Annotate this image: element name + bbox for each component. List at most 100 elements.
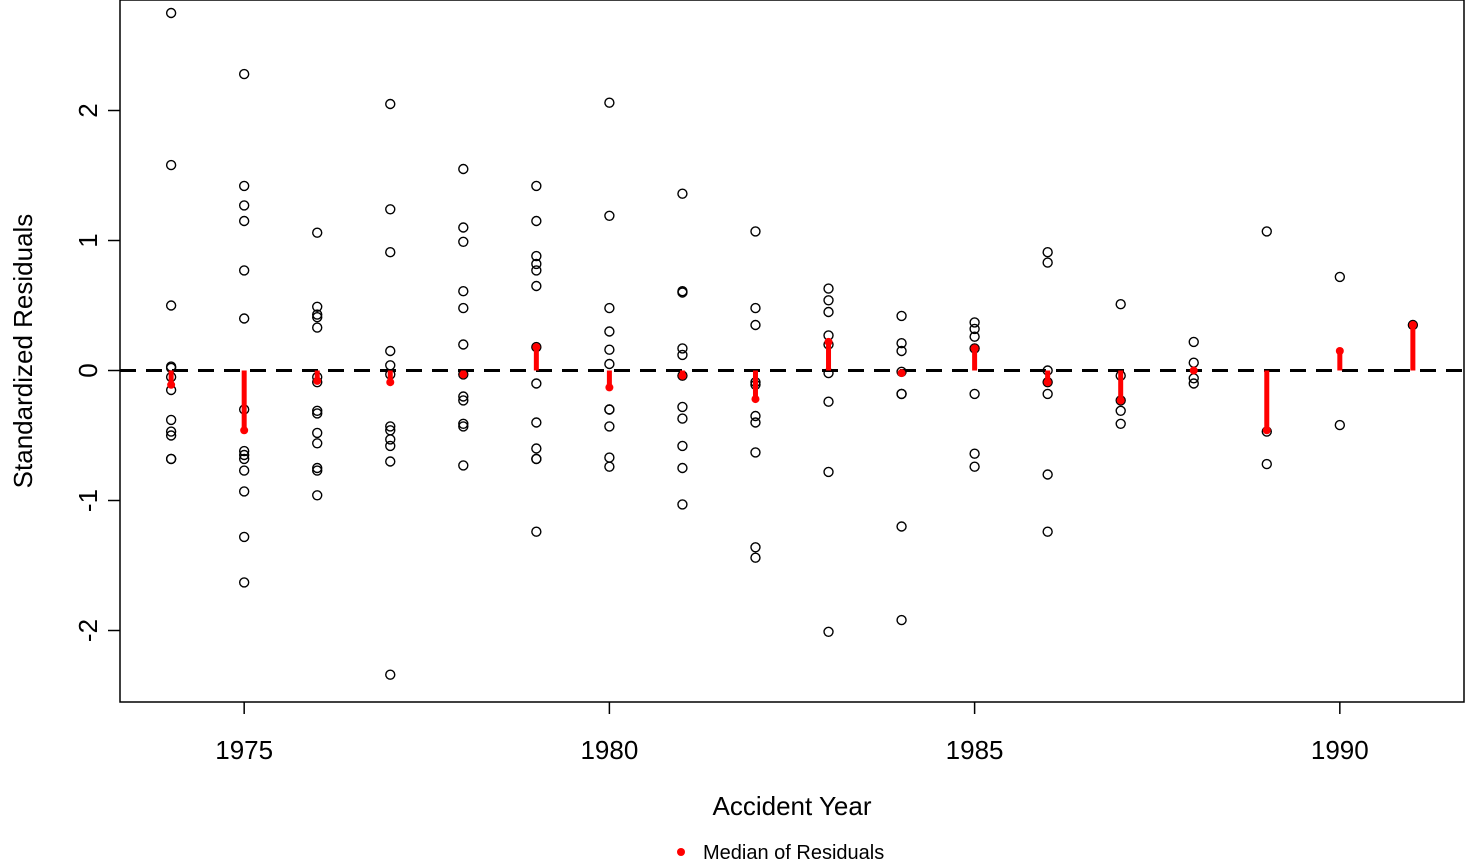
residual-point [385,421,396,432]
residual-point [750,542,761,553]
legend: Median of Residuals [677,842,884,864]
residual-point [677,287,688,298]
residual-point [604,461,615,472]
legend-median-marker [677,848,685,856]
median-point [1262,426,1271,435]
residual-point [969,317,980,328]
median-point [970,344,979,353]
residual-point [458,421,469,432]
residual-point [604,358,615,370]
residual-point [823,396,834,407]
residual-point [969,448,980,459]
residual-point [312,427,323,439]
residual-point [458,339,469,350]
x-axis: 1975 1980 1985 1990 [215,702,1369,765]
residual-point [1115,299,1126,310]
residual-point [531,180,542,192]
residual-point [750,410,761,422]
residual-point [677,440,688,452]
residual-point [1261,226,1272,237]
residual-point [531,417,542,428]
residual-point [531,378,542,389]
residual-point [677,343,688,354]
residual-point [312,227,323,238]
residual-point [1042,388,1053,400]
residual-point [312,490,323,501]
residual-point [458,286,469,297]
residual-point [165,430,177,441]
residual-point [969,388,980,400]
residual-point [165,159,177,171]
residual-point [238,449,250,461]
residual-point [385,246,396,258]
residual-point [238,486,250,497]
residual-point [1115,405,1126,416]
x-tick-label: 1980 [580,735,638,765]
median-point [167,380,176,389]
residual-point [969,331,980,342]
y-tick-label: -1 [73,489,103,512]
residual-point [604,344,615,355]
residual-point [165,300,177,311]
residual-point [238,445,250,457]
residual-point [238,180,250,192]
residual-point [238,200,250,211]
residual-point [238,531,250,543]
y-tick-label: 1 [73,233,103,247]
residual-point [385,360,396,371]
y-tick-label: -2 [73,619,103,642]
residual-point [750,552,761,563]
median-point [1335,347,1344,355]
residual-point [677,188,688,199]
median-point [313,376,322,385]
residual-point [531,265,542,276]
residual-point [238,68,250,80]
residual-point [750,302,761,314]
residual-point [385,204,396,215]
residual-point [677,349,688,361]
residual-point [165,426,177,437]
residual-point [823,626,834,637]
residual-point [604,421,615,432]
residual-point [1188,373,1199,384]
residual-point [896,310,907,322]
residual-point [604,404,615,415]
residual-point [969,323,980,335]
residual-point [604,97,615,108]
residual-point [677,499,688,510]
residual-point [1042,246,1053,258]
median-point [678,371,687,380]
residual-point [531,443,542,454]
residual-point [969,461,980,472]
residual-point [531,526,542,537]
residual-point [458,236,469,248]
y-axis: -2 -1 0 1 2 [73,103,120,642]
median-point [824,337,833,346]
residual-point [750,417,761,428]
residual-point [604,302,615,314]
median-point [1116,396,1125,405]
residual-point [1188,336,1199,348]
residual-point [1188,357,1199,368]
y-tick-label: 0 [73,363,103,377]
residual-point [531,250,542,262]
residual-points [165,7,1419,680]
residual-point [823,306,834,318]
plot-frame [119,0,1465,703]
residual-point [750,319,761,331]
residual-point [604,326,615,337]
residual-point [385,345,396,357]
residual-point [385,98,396,110]
residual-point [385,434,396,445]
median-point [897,369,906,378]
residual-point [238,215,250,227]
x-tick-label: 1975 [215,735,273,765]
residual-point [823,295,834,306]
residual-point [238,465,250,476]
legend-median-label: Median of Residuals [703,842,884,864]
residual-point [1261,458,1272,470]
residual-point [896,338,907,349]
median-point [532,343,541,352]
median-point [1189,366,1198,375]
residual-point [677,413,688,424]
